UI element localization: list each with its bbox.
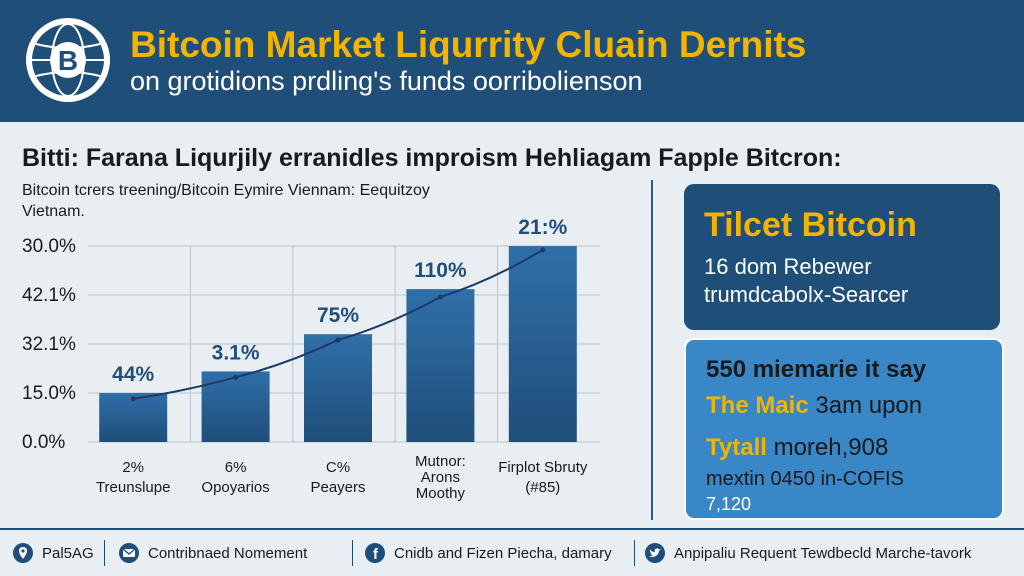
footer-label-facebook: Cnidb and Fizen Piecha, damary xyxy=(394,544,612,562)
svg-text:B: B xyxy=(58,45,78,76)
y-tick-label: 30.0% xyxy=(22,236,76,257)
footer-separator xyxy=(352,540,353,566)
y-tick-label: 32.1% xyxy=(22,334,76,355)
location-pin-icon xyxy=(13,543,33,563)
twitter-icon xyxy=(645,543,665,563)
chart-title: Bitti: Farana Liqurjily erranidles impro… xyxy=(22,144,842,172)
x-tick-label: Mutnor: xyxy=(415,453,466,470)
bar xyxy=(406,289,475,442)
trend-point xyxy=(540,247,546,253)
bitcoin-globe-icon: B xyxy=(26,18,110,102)
stats-card-line-5: 7,120 xyxy=(706,494,752,514)
trend-point xyxy=(335,337,341,343)
x-tick-label: Treunslupe xyxy=(96,479,171,496)
divider xyxy=(651,180,653,520)
target-card-line-1: 16 dom Rebewer xyxy=(704,254,872,279)
y-tick-label: 15.0% xyxy=(22,383,76,404)
y-tick-label: 0.0% xyxy=(22,432,65,453)
x-tick-label: Moothy xyxy=(416,485,466,502)
x-tick-label: Firplot Sbruty xyxy=(498,459,588,476)
trend-point xyxy=(437,294,443,300)
header-banner: B Bitcoin Market Liqurrity Cluain Dernit… xyxy=(0,0,1024,122)
x-tick-label: Arons xyxy=(421,469,460,486)
x-tick-label: Opoyarios xyxy=(201,479,269,496)
footer-separator xyxy=(634,540,635,566)
y-tick-label: 42.1% xyxy=(22,285,76,306)
trend-point xyxy=(233,374,239,380)
target-card-title: Tilcet Bitcoin xyxy=(704,206,917,244)
footer-label-twitter: Anpipaliu Requent Tewdbecld Marche-tavor… xyxy=(674,544,972,562)
stats-card-highlight-2: Tytall xyxy=(706,434,767,461)
svg-text:f: f xyxy=(373,546,379,563)
x-tick-label: Peayers xyxy=(310,479,365,496)
stats-card-line-1: 550 miemarie it say xyxy=(706,356,927,383)
footer-item-twitter[interactable]: Anpipaliu Requent Tewdbecld Marche-tavor… xyxy=(644,541,971,565)
footer-bar: Pal5AG Contribnaed Nomement f Cnidb and … xyxy=(0,528,1024,576)
x-tick-label: 2% xyxy=(122,459,144,476)
facebook-icon: f xyxy=(365,543,385,563)
stats-card-line-2: The Maic 3am upon xyxy=(706,392,922,420)
data-label: 44% xyxy=(112,363,154,386)
data-label: 21:% xyxy=(518,216,567,239)
stats-card: 550 miemarie it say The Maic 3am upon Ty… xyxy=(684,338,1004,520)
page-subtitle: on grotidions prdling's funds oorribolie… xyxy=(130,66,643,96)
data-label: 3.1% xyxy=(212,341,260,364)
footer-item-mail[interactable]: Contribnaed Nomement xyxy=(118,541,307,565)
stats-card-line-3: Tytall moreh,908 xyxy=(706,434,888,462)
stats-card-value-1: 3am upon xyxy=(815,392,923,419)
bar xyxy=(304,334,372,442)
target-card: Tilcet Bitcoin 16 dom Rebewer trumdcabol… xyxy=(684,184,1000,330)
x-tick-label: C% xyxy=(326,459,350,476)
chart-subtitle: Bitcoin tcrers treening/Bitcoin Eymire V… xyxy=(22,182,430,220)
x-tick-label: (#85) xyxy=(525,479,560,496)
stats-card-line-4: mextin 0450 in-COFIS xyxy=(706,468,904,490)
page-title: Bitcoin Market Liqurrity Cluain Dernits xyxy=(130,24,807,65)
target-card-line-2: trumdcabolx-Searcer xyxy=(704,282,909,307)
footer-separator xyxy=(104,540,105,566)
x-tick-label: 6% xyxy=(225,459,247,476)
bar-chart: 30.0% 42.1% 32.1% 15.0% 0.0% 44% 3.1% 75% 110% 21… xyxy=(22,216,600,502)
footer-label-location: Pal5AG xyxy=(42,544,94,562)
stats-card-highlight-1: The Maic xyxy=(706,392,809,419)
footer-item-facebook[interactable]: f Cnidb and Fizen Piecha, damary xyxy=(364,541,612,565)
data-label: 75% xyxy=(317,304,359,327)
bar xyxy=(201,371,270,442)
footer-item-location[interactable]: Pal5AG xyxy=(12,541,94,565)
trend-point xyxy=(130,396,136,402)
bar xyxy=(508,246,577,442)
footer-label-mail: Contribnaed Nomement xyxy=(148,544,308,562)
mail-icon xyxy=(119,543,139,563)
data-label: 110% xyxy=(414,259,467,282)
stats-card-value-2: moreh,908 xyxy=(773,434,889,461)
